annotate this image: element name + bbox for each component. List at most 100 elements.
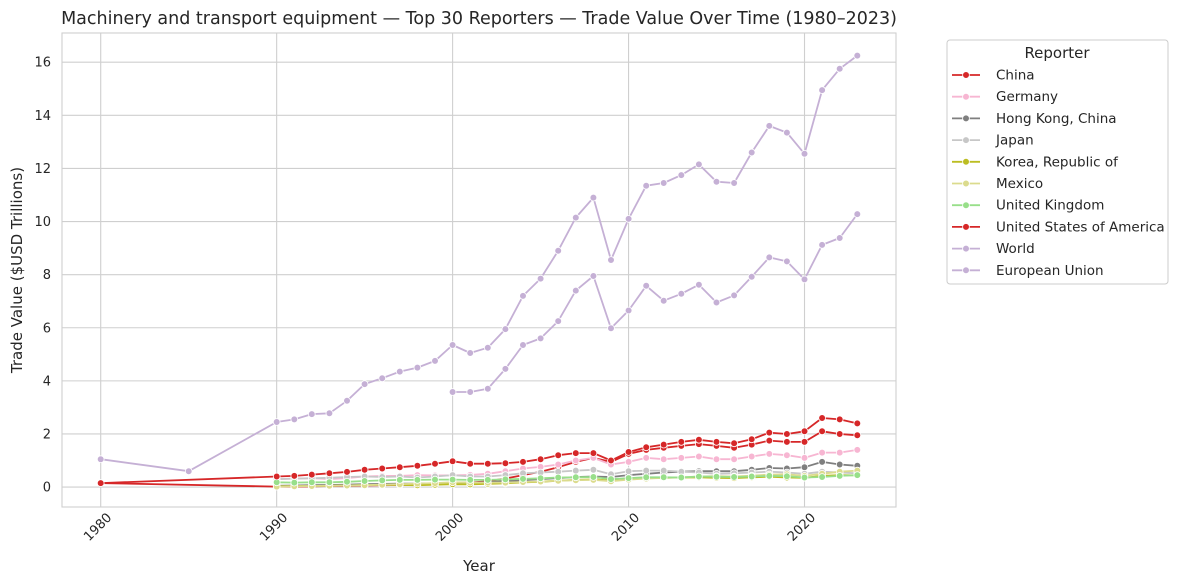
data-point — [290, 415, 299, 424]
series-european-union — [448, 210, 862, 396]
data-point — [554, 246, 562, 255]
legend-item: Hong Kong, China — [952, 111, 1117, 127]
data-point — [96, 455, 105, 464]
data-point — [589, 465, 598, 474]
data-point — [642, 454, 650, 462]
data-point — [448, 475, 457, 484]
data-point — [483, 343, 492, 352]
data-point — [624, 306, 633, 315]
x-axis-label: Year — [462, 557, 496, 575]
legend-marker — [962, 223, 970, 231]
y-tick-label: 0 — [43, 481, 51, 496]
data-point — [712, 472, 721, 481]
data-point — [413, 363, 422, 372]
legend-items: China Germany Hong Kong, China Japan Korea, … — [952, 68, 1165, 279]
data-point — [818, 241, 826, 249]
data-point — [589, 272, 598, 280]
data-point — [677, 438, 686, 446]
data-point — [343, 477, 351, 486]
legend-label: World — [996, 241, 1035, 257]
legend-marker — [962, 244, 970, 253]
legend-label: United States of America — [996, 219, 1165, 235]
data-point — [519, 458, 527, 466]
legend-item: World — [952, 241, 1035, 257]
data-point — [607, 475, 615, 483]
legend-label: European Union — [996, 263, 1104, 279]
y-axis-label: Trade Value ($USD Trillions) — [8, 167, 26, 374]
data-point — [695, 280, 703, 289]
data-point — [747, 148, 756, 157]
data-point — [853, 419, 862, 428]
data-point — [360, 465, 369, 474]
data-point — [712, 438, 721, 446]
data-point — [343, 396, 351, 405]
data-point — [360, 477, 369, 485]
data-point — [853, 471, 862, 479]
data-point — [466, 459, 475, 468]
data-point — [501, 325, 510, 333]
data-point — [413, 476, 422, 484]
data-point — [501, 365, 510, 373]
data-point — [571, 473, 580, 482]
data-point — [343, 468, 351, 476]
data-point — [483, 459, 492, 468]
data-point — [659, 179, 668, 187]
data-point — [800, 454, 809, 462]
data-point — [765, 122, 774, 130]
data-point — [695, 452, 703, 461]
data-point — [659, 296, 668, 305]
series-layer — [96, 51, 862, 491]
data-point — [624, 215, 633, 223]
y-tick-label: 10 — [34, 215, 51, 230]
x-tick-label: 2010 — [609, 511, 643, 545]
data-point — [712, 177, 721, 186]
y-tick-label: 12 — [34, 162, 51, 177]
data-point — [448, 388, 457, 396]
data-point — [730, 291, 738, 300]
data-point — [765, 472, 774, 480]
data-point — [395, 463, 404, 472]
data-point — [307, 478, 316, 487]
data-point — [307, 470, 316, 479]
y-tick-label: 4 — [43, 374, 51, 389]
legend-item: Mexico — [952, 176, 1043, 192]
data-point — [835, 460, 844, 469]
data-point — [783, 430, 791, 438]
data-point — [607, 324, 615, 333]
data-point — [501, 459, 510, 468]
data-point — [589, 449, 598, 457]
data-point — [730, 473, 738, 481]
legend: Reporter China Germany Hong Kong, China Jap… — [946, 39, 1169, 285]
data-point — [571, 449, 580, 457]
data-point — [712, 298, 721, 307]
data-point — [730, 455, 738, 464]
data-point — [747, 472, 756, 481]
data-point — [272, 472, 281, 481]
data-point — [589, 193, 598, 202]
data-point — [659, 473, 668, 482]
legend-label: Hong Kong, China — [996, 111, 1117, 127]
legend-marker — [962, 136, 970, 144]
data-point — [448, 341, 457, 349]
data-point — [853, 446, 862, 454]
x-tick-label: 1990 — [257, 511, 291, 545]
data-point — [765, 428, 774, 437]
data-point — [730, 179, 738, 187]
data-point — [483, 384, 492, 393]
legend-marker — [962, 158, 970, 166]
series-line — [276, 469, 858, 488]
legend-label: Germany — [996, 89, 1058, 105]
data-point — [519, 292, 527, 300]
data-point — [607, 256, 615, 264]
series-united-kingdom — [272, 471, 862, 487]
legend-item: China — [952, 68, 1035, 84]
series-world — [96, 51, 862, 476]
data-point — [642, 443, 650, 452]
data-point — [642, 466, 650, 475]
data-point — [835, 430, 844, 438]
data-point — [395, 367, 404, 376]
data-point — [765, 436, 774, 445]
data-point — [783, 128, 791, 137]
legend-title: Reporter — [1024, 44, 1090, 62]
data-point — [747, 272, 756, 281]
